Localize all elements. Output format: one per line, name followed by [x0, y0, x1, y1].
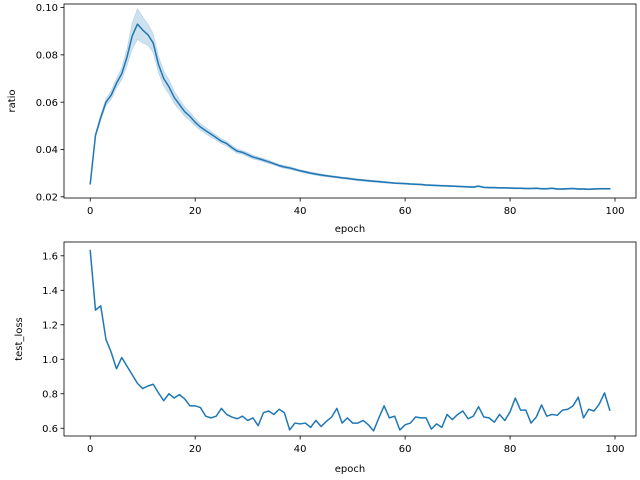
test-loss-y-axis-label: test_loss	[14, 317, 25, 361]
ratio-xtick-label: 80	[504, 206, 517, 217]
test-loss-x-axis-label: epoch	[335, 464, 365, 475]
test-loss-xtick-label: 40	[294, 444, 307, 455]
chart-ratio: 0 20 40 60 80 100 0.020.040.060.080.10 epoch …	[7, 3, 637, 235]
ratio-plot-frame	[63, 3, 637, 199]
test-loss-ytick-label: 1.4	[42, 286, 58, 297]
test-loss-yticks: 0.6 0.8 1.0 1.2 1.4 1.6	[42, 251, 64, 435]
ratio-xtick-label: 20	[189, 206, 202, 217]
test-loss-xtick-label: 80	[504, 444, 517, 455]
ratio-xtick-label: 40	[294, 206, 307, 217]
chart-test-loss: 0 20 40 60 80 100 0.6 0.8 1.0 1.2 1.4 1.6 epoch te…	[14, 241, 637, 475]
test-loss-ytick-label: 0.8	[42, 389, 58, 400]
test-loss-ytick-label: 1.0	[42, 355, 58, 366]
test-loss-xtick-label: 60	[399, 444, 412, 455]
ratio-line-group	[89, 23, 611, 190]
test-loss-series-line	[89, 249, 611, 432]
ratio-ytick-label: 0.08	[36, 50, 58, 61]
test-loss-line-group	[89, 249, 611, 432]
ratio-ytick-label: 0.06	[36, 98, 58, 109]
test-loss-xtick-label: 0	[87, 444, 93, 455]
test-loss-ytick-label: 1.6	[42, 251, 58, 262]
ratio-ytick-label: 0.10	[36, 3, 58, 14]
test-loss-xticks: 0 20 40 60 80 100	[87, 436, 625, 455]
test-loss-ytick-label: 1.2	[42, 320, 58, 331]
ratio-xticks: 0 20 40 60 80 100	[87, 198, 625, 217]
ratio-xtick-label: 100	[605, 206, 624, 217]
ratio-y-axis-label: ratio	[7, 89, 18, 112]
ratio-yticks: 0.02 0.04 0.06 0.08 0.10	[36, 3, 64, 203]
ratio-series-line	[89, 23, 611, 190]
ratio-x-axis-label: epoch	[335, 224, 365, 235]
ratio-ytick-label: 0.04	[36, 145, 58, 156]
ratio-xtick-label: 0	[87, 206, 93, 217]
ratio-ytick-label: 0.02	[36, 192, 58, 203]
ratio-xtick-label: 60	[399, 206, 412, 217]
test-loss-plot-frame	[63, 241, 637, 437]
test-loss-xtick-label: 20	[189, 444, 202, 455]
test-loss-ytick-label: 0.6	[42, 424, 58, 435]
test-loss-xtick-label: 100	[605, 444, 624, 455]
